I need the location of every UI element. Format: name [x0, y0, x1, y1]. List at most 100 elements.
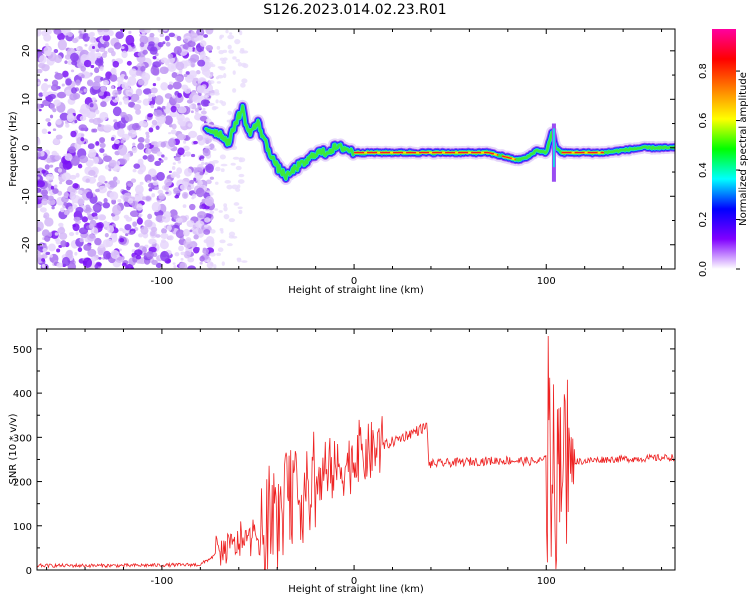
- noise-blob: [86, 211, 90, 216]
- noise-blob: [223, 73, 227, 79]
- noise-blob: [207, 88, 213, 91]
- noise-blob: [155, 215, 163, 223]
- noise-blob: [102, 239, 111, 248]
- noise-blob: [134, 184, 144, 195]
- noise-blob: [125, 216, 133, 222]
- noise-blob: [51, 150, 58, 156]
- noise-blob: [216, 45, 221, 50]
- noise-blob: [97, 29, 103, 33]
- noise-blob: [204, 95, 210, 98]
- noise-blob: [97, 214, 106, 221]
- noise-blob: [179, 184, 188, 191]
- noise-blob: [227, 34, 235, 40]
- noise-blob: [168, 81, 173, 85]
- noise-blob: [44, 164, 50, 170]
- noise-blob: [95, 188, 100, 193]
- noise-region: [37, 29, 249, 269]
- ridge-core: [354, 151, 499, 156]
- noise-blob: [121, 50, 128, 59]
- noise-blob: [179, 71, 183, 75]
- noise-blob: [145, 131, 150, 136]
- noise-blob: [139, 164, 147, 173]
- noise-blob: [183, 88, 187, 92]
- noise-blob: [158, 157, 162, 161]
- noise-blob: [144, 143, 150, 149]
- noise-blob: [151, 141, 155, 146]
- noise-blob: [75, 206, 84, 214]
- noise-blob: [92, 193, 96, 197]
- noise-blob: [183, 250, 191, 259]
- noise-blob: [209, 176, 215, 180]
- noise-blob: [142, 49, 148, 55]
- noise-blob: [97, 222, 104, 229]
- noise-blob: [210, 64, 216, 68]
- noise-blob: [183, 140, 187, 144]
- noise-blob: [145, 196, 152, 202]
- noise-blob: [43, 212, 50, 220]
- noise-blob: [153, 109, 163, 117]
- noise-blob: [219, 228, 224, 232]
- noise-blob: [131, 146, 138, 154]
- noise-blob: [78, 155, 89, 164]
- noise-blob: [199, 255, 205, 262]
- noise-blob: [220, 163, 228, 167]
- noise-blob: [75, 172, 80, 178]
- noise-blob: [213, 264, 217, 269]
- noise-blob: [170, 129, 177, 135]
- noise-blob: [127, 129, 137, 139]
- noise-blob: [51, 206, 55, 210]
- noise-blob: [41, 189, 48, 197]
- noise-blob: [223, 213, 230, 220]
- noise-blob: [142, 98, 150, 106]
- noise-blob: [176, 167, 183, 175]
- noise-blob: [77, 189, 83, 195]
- noise-blob: [148, 238, 157, 245]
- noise-blob: [204, 224, 209, 228]
- noise-blob: [95, 52, 102, 59]
- noise-blob: [204, 196, 215, 207]
- noise-blob: [141, 246, 147, 253]
- noise-blob: [103, 40, 110, 48]
- noise-blob: [133, 163, 141, 169]
- noise-blob: [59, 181, 63, 185]
- noise-blob: [193, 177, 197, 182]
- noise-blob: [72, 37, 79, 44]
- noise-blob: [211, 105, 217, 111]
- noise-blob: [88, 169, 96, 177]
- snr-ticks: -100 0 100 0 100 200 300 400 500: [13, 329, 675, 587]
- noise-blob: [190, 153, 196, 158]
- noise-blob: [54, 155, 62, 161]
- noise-blob: [135, 109, 141, 115]
- noise-blob: [110, 85, 115, 89]
- noise-blob: [177, 106, 187, 114]
- noise-blob: [134, 249, 143, 256]
- noise-blob: [70, 52, 79, 62]
- x-tick-label: 0: [351, 276, 357, 287]
- noise-blob: [177, 92, 182, 98]
- y-tick-label: 20: [21, 44, 32, 57]
- noise-blob: [87, 176, 97, 184]
- noise-blob: [87, 248, 97, 257]
- noise-blob: [144, 137, 150, 144]
- noise-blob: [38, 62, 46, 69]
- noise-blob: [54, 54, 63, 64]
- noise-blob: [205, 179, 212, 185]
- noise-blob: [226, 184, 233, 190]
- noise-blob: [147, 213, 153, 220]
- noise-blob: [188, 130, 198, 139]
- noise-blob: [132, 221, 138, 227]
- noise-blob: [143, 252, 147, 256]
- noise-blob: [165, 41, 171, 47]
- noise-blob: [173, 46, 182, 55]
- noise-blob: [136, 99, 142, 104]
- noise-blob: [147, 180, 151, 184]
- noise-blob: [129, 68, 138, 77]
- noise-blob: [57, 91, 67, 99]
- noise-blob: [137, 142, 145, 150]
- noise-blob: [119, 227, 124, 232]
- noise-blob: [227, 44, 232, 50]
- noise-blob: [177, 160, 182, 164]
- noise-blob: [150, 104, 155, 109]
- noise-blob: [94, 215, 99, 220]
